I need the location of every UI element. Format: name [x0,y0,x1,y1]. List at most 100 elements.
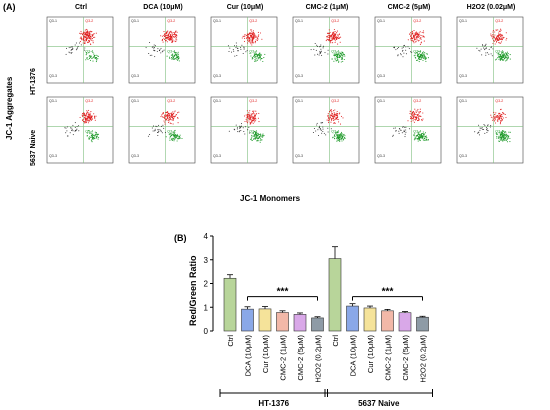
x-tick-label: CMC-2 (5μM) [296,335,305,381]
event-dot [181,137,183,140]
event-dot [164,33,166,35]
event-dot [79,116,81,119]
event-dot [91,39,93,41]
event-dot [92,42,94,44]
bar [258,308,272,332]
event-dot [227,45,229,47]
quadrant-label: Q3-2 [495,19,503,23]
event-dot [485,52,487,54]
event-dot [72,134,74,136]
event-dot [501,51,503,54]
event-dot [485,43,487,45]
event-dot [500,42,502,44]
event-dot [176,52,178,54]
flow-plot-frame [46,16,114,84]
event-dot [83,38,85,40]
event-dot [421,52,424,54]
event-dot [168,114,170,117]
event-dot [166,112,168,114]
event-dot [491,55,493,57]
event-dot [90,136,92,138]
event-dot [255,53,257,55]
event-dot [343,54,345,56]
event-dot [83,40,85,42]
event-dot [86,116,88,118]
event-dot [95,57,97,59]
event-dot [495,58,497,60]
event-dot [162,50,164,52]
event-dot [319,50,321,52]
event-dot [418,50,420,52]
event-dot [86,29,88,31]
event-dot [424,51,426,54]
event-dot [342,53,344,55]
event-dot [317,53,318,55]
event-dot [83,114,85,117]
event-dot [333,31,335,33]
event-dot [501,36,503,38]
event-dot [173,111,175,113]
event-dot [173,134,175,136]
event-dot [89,55,91,57]
bar [416,316,429,332]
event-dot [75,42,77,44]
event-dot [416,39,418,41]
event-dot [84,122,86,124]
event-dot [160,52,162,54]
event-dot [95,32,97,34]
event-dot [149,54,151,56]
event-dot [163,37,165,39]
event-dot [172,137,174,139]
event-dot [87,117,89,119]
event-dot [90,140,92,142]
event-dot [333,53,336,55]
event-dot [71,129,73,131]
event-dot [500,34,502,36]
event-dot [397,55,399,57]
event-dot [164,123,166,125]
event-dot [337,59,339,61]
event-dot [237,50,239,52]
event-dot [84,118,86,120]
event-dot [424,57,426,59]
event-dot [94,57,96,59]
quadrant-label: Q3-2 [85,19,93,23]
event-dot [488,53,490,55]
event-dot [95,135,97,137]
event-dot [177,135,179,137]
event-dot [246,39,249,41]
event-dot [90,39,92,41]
event-dot [178,111,180,113]
event-dot [255,57,257,59]
event-dot [168,32,170,34]
event-dot [337,52,339,54]
event-dot [418,32,420,34]
event-dot [332,36,334,38]
event-dot [168,120,170,122]
event-dot [95,54,97,56]
event-dot [88,34,90,36]
event-dot [331,36,333,38]
event-dot [421,53,423,55]
event-dot [172,53,174,55]
event-dot [393,46,395,48]
event-dot [410,32,412,34]
event-dot [334,53,336,55]
event-dot [496,37,499,39]
event-dot [490,47,492,49]
event-dot [90,132,92,134]
event-dot [91,38,94,40]
event-dot [87,114,89,116]
event-dot [252,57,254,59]
event-dot [253,36,255,38]
event-dot [335,60,337,62]
event-dot [417,53,419,55]
event-dot [70,127,72,129]
event-dot [236,45,238,47]
event-dot [330,36,332,38]
event-dot [165,136,167,138]
event-dot [167,119,169,122]
event-dot [483,47,485,49]
event-dot [97,55,99,57]
event-dot [423,40,425,42]
